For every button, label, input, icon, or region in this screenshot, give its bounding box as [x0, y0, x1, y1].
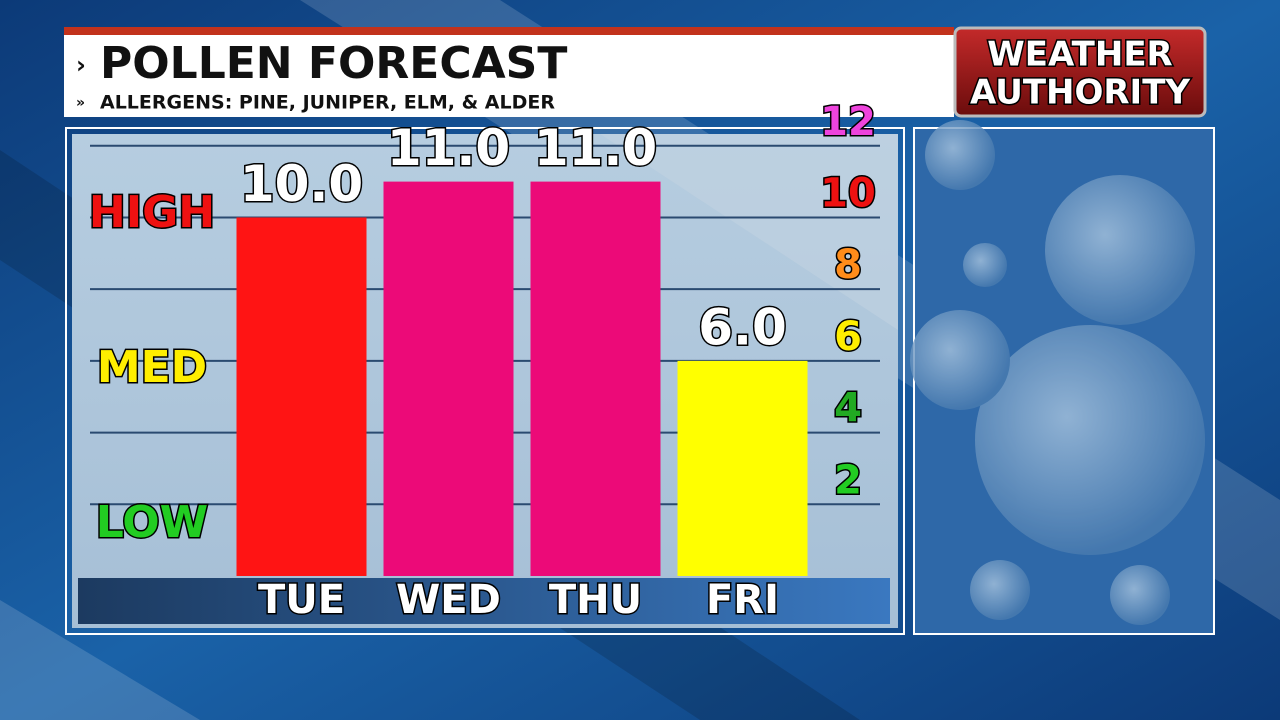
value-label: 6.0	[698, 298, 787, 356]
bar	[383, 181, 514, 577]
y-tick-label: 4	[834, 386, 862, 432]
subtitle: ALLERGENS: PINE, JUNIPER, ELM, & ALDER	[100, 92, 555, 114]
logo-text: AUTHORITY	[970, 73, 1190, 113]
header-panel	[64, 35, 954, 117]
title: POLLEN FORECAST	[100, 38, 567, 89]
chevron: »	[76, 95, 85, 111]
category-band	[78, 578, 890, 624]
y-tick-label: 6	[834, 314, 862, 360]
chevron: ›	[76, 51, 86, 79]
bar	[677, 360, 808, 576]
chart: 2 4 6 8 10 12 HIGH MED LOW 10.0 TUE 11.0 WED 11.0 THU 6…	[87, 97, 880, 625]
value-label: 11.0	[387, 119, 510, 177]
level-label: LOW	[96, 497, 208, 548]
header-bar	[64, 27, 954, 35]
x-tick-label: THU	[549, 577, 642, 623]
chart-frame	[65, 127, 905, 635]
x-tick-label: TUE	[258, 577, 345, 623]
bar	[530, 181, 661, 577]
y-tick-label: 12	[820, 99, 876, 145]
level-label: HIGH	[89, 187, 215, 238]
y-tick-label: 8	[834, 242, 862, 288]
y-tick-label: 2	[834, 457, 862, 503]
pollen-image	[910, 120, 1205, 625]
bar	[236, 217, 367, 576]
x-tick-label: WED	[396, 577, 501, 623]
y-tick-label: 10	[820, 170, 876, 216]
level-label: MED	[97, 342, 207, 393]
value-label: 11.0	[534, 119, 657, 177]
value-label: 10.0	[240, 155, 363, 213]
plot-shine	[72, 134, 898, 330]
logo-text: WEATHER	[987, 35, 1172, 75]
logo	[953, 26, 1207, 118]
x-tick-label: FRI	[706, 577, 779, 623]
